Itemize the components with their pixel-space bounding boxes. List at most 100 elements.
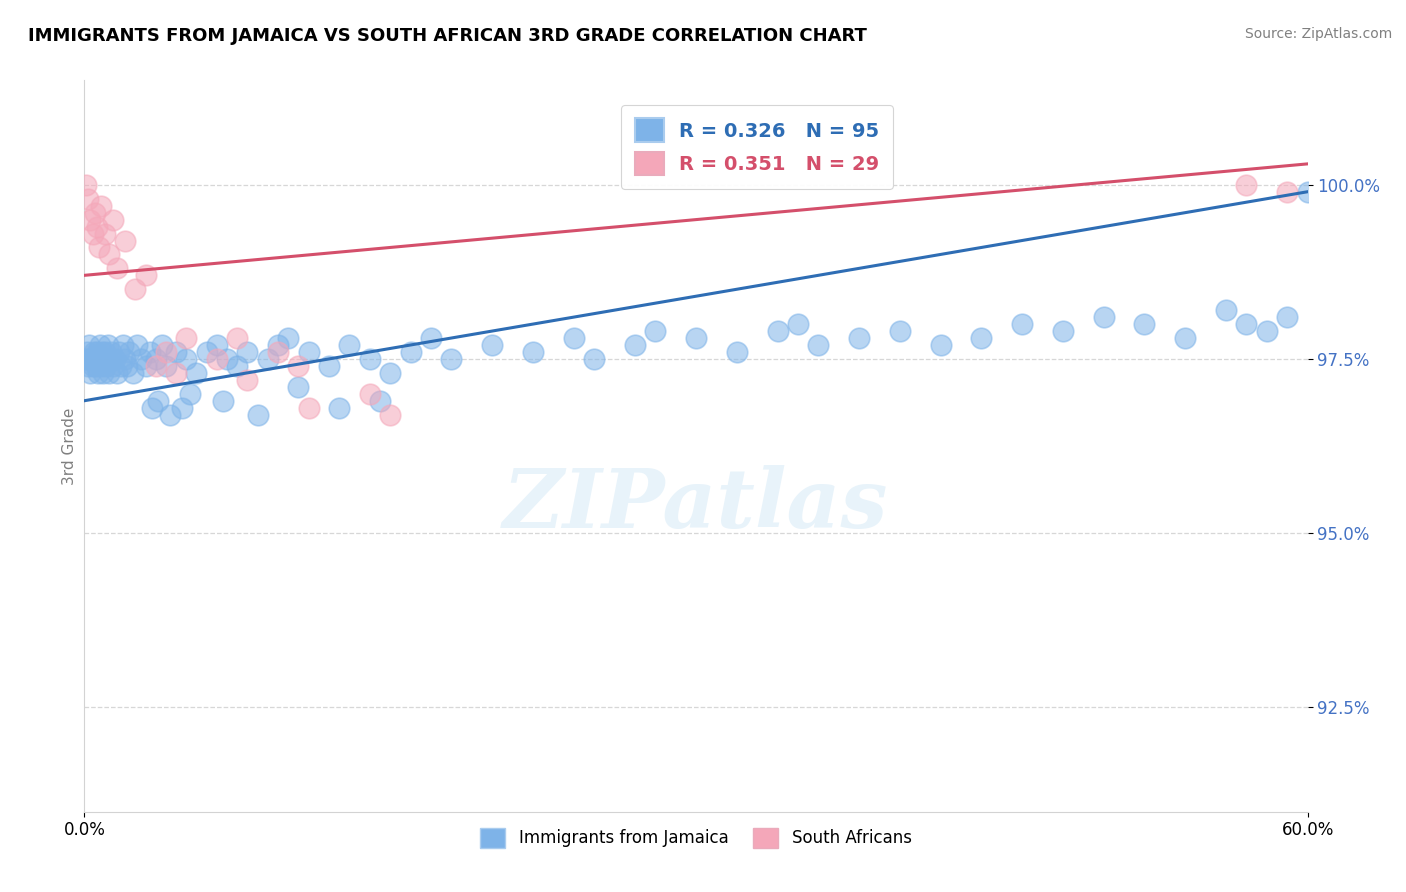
Point xyxy=(226,331,249,345)
Point xyxy=(277,331,299,345)
Point xyxy=(75,351,97,366)
Point xyxy=(108,345,131,359)
Point xyxy=(79,366,101,380)
Point xyxy=(94,359,117,373)
Point xyxy=(150,338,173,352)
Point xyxy=(1174,331,1197,345)
Point xyxy=(174,331,197,345)
Point xyxy=(75,178,97,192)
Point xyxy=(155,345,177,359)
Point xyxy=(217,351,239,366)
Point xyxy=(172,401,194,415)
Point xyxy=(165,366,187,380)
Point xyxy=(84,359,107,373)
Point xyxy=(298,401,321,415)
Text: ZIPatlas: ZIPatlas xyxy=(503,465,889,544)
Point xyxy=(86,345,108,359)
Point xyxy=(1052,324,1074,338)
Point xyxy=(1236,178,1258,192)
Point xyxy=(101,359,124,373)
Point xyxy=(929,338,952,352)
Point xyxy=(440,351,463,366)
Point xyxy=(195,345,218,359)
Point xyxy=(186,366,208,380)
Point xyxy=(236,345,259,359)
Point xyxy=(141,401,163,415)
Point xyxy=(205,338,228,352)
Point xyxy=(131,351,153,366)
Point xyxy=(583,351,606,366)
Point xyxy=(420,331,443,345)
Point xyxy=(1277,185,1299,199)
Point xyxy=(91,366,114,380)
Point xyxy=(970,331,993,345)
Point xyxy=(87,351,110,366)
Point xyxy=(105,366,128,380)
Point xyxy=(135,359,157,373)
Point xyxy=(101,212,124,227)
Point xyxy=(82,227,104,241)
Point xyxy=(155,359,177,373)
Point xyxy=(246,408,269,422)
Point xyxy=(226,359,249,373)
Point xyxy=(1277,310,1299,325)
Point xyxy=(105,261,128,276)
Point xyxy=(287,380,309,394)
Point xyxy=(97,338,120,352)
Point xyxy=(380,408,402,422)
Point xyxy=(86,219,108,234)
Point xyxy=(110,359,132,373)
Point xyxy=(1092,310,1115,325)
Point xyxy=(522,345,544,359)
Point xyxy=(212,393,235,408)
Point xyxy=(481,338,503,352)
Point xyxy=(79,338,101,352)
Point xyxy=(127,338,149,352)
Point xyxy=(339,338,361,352)
Point xyxy=(89,338,111,352)
Point xyxy=(79,212,101,227)
Point xyxy=(87,240,110,254)
Point xyxy=(165,345,187,359)
Point xyxy=(97,247,120,261)
Point xyxy=(90,359,112,373)
Point xyxy=(1236,317,1258,331)
Point xyxy=(114,234,136,248)
Point xyxy=(328,401,350,415)
Point xyxy=(399,345,422,359)
Point xyxy=(766,324,789,338)
Point xyxy=(318,359,340,373)
Point xyxy=(97,366,120,380)
Point xyxy=(1215,303,1237,318)
Point xyxy=(145,351,167,366)
Point xyxy=(725,345,748,359)
Point xyxy=(236,373,259,387)
Point xyxy=(118,345,141,359)
Text: Source: ZipAtlas.com: Source: ZipAtlas.com xyxy=(1244,27,1392,41)
Point xyxy=(77,359,100,373)
Point xyxy=(380,366,402,380)
Point xyxy=(115,359,138,373)
Point xyxy=(93,345,115,359)
Point xyxy=(86,366,108,380)
Point xyxy=(76,345,98,359)
Point xyxy=(124,282,146,296)
Legend: Immigrants from Jamaica, South Africans: Immigrants from Jamaica, South Africans xyxy=(474,821,918,855)
Point xyxy=(685,331,707,345)
Point xyxy=(1256,324,1278,338)
Point xyxy=(298,345,321,359)
Point xyxy=(114,351,136,366)
Point xyxy=(90,345,112,359)
Point xyxy=(287,359,309,373)
Point xyxy=(848,331,870,345)
Point xyxy=(179,386,201,401)
Point xyxy=(205,351,228,366)
Point xyxy=(787,317,810,331)
Point xyxy=(80,351,103,366)
Point xyxy=(93,227,115,241)
Point xyxy=(889,324,911,338)
Point xyxy=(83,345,105,359)
Point xyxy=(112,338,135,352)
Point xyxy=(122,366,145,380)
Point xyxy=(145,359,167,373)
